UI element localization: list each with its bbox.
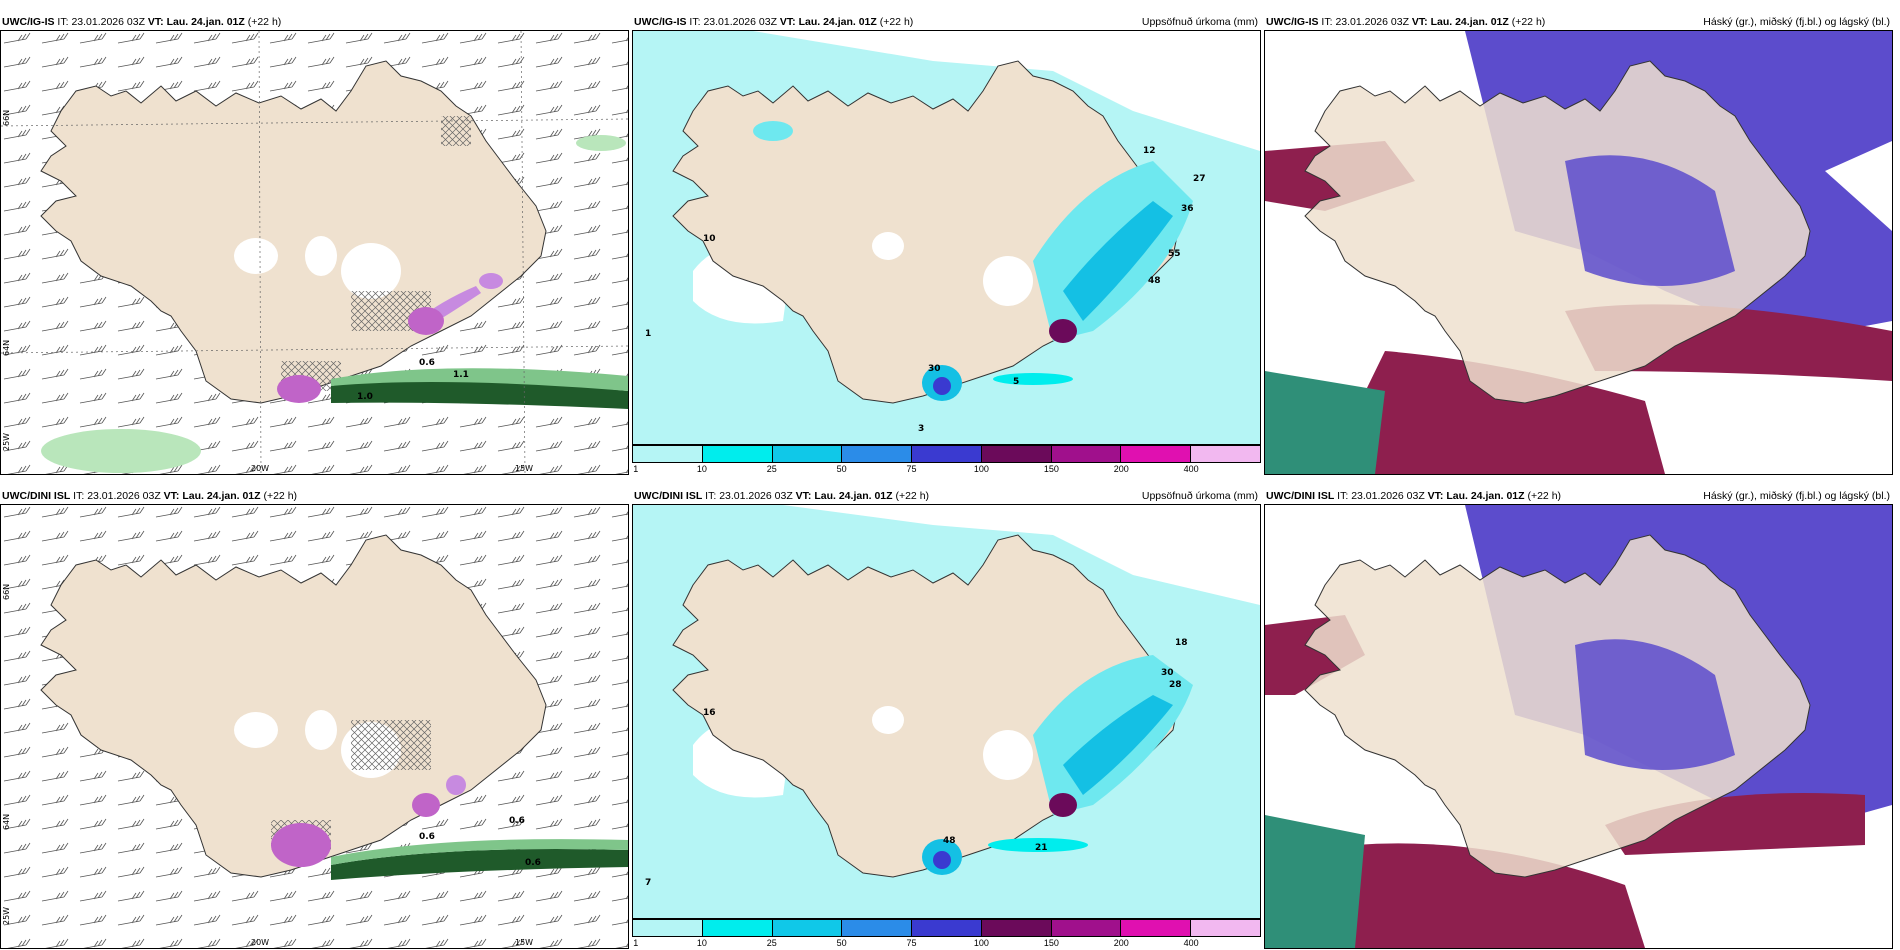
lat-label: 25W <box>2 433 11 451</box>
colorbar-swatch <box>912 446 982 462</box>
precip-value: 18 <box>1175 638 1188 648</box>
colorbar-swatch <box>772 920 843 936</box>
precip-value: 27 <box>1193 174 1206 184</box>
colorbar-tick: 400 <box>1183 464 1199 474</box>
precip-value: 30 <box>1161 668 1174 678</box>
colorbar-swatch <box>633 920 703 936</box>
colorbar-swatch <box>912 920 982 936</box>
wind-label: 0.6 <box>419 358 435 368</box>
colorbar-swatch <box>1121 920 1192 936</box>
precip-value: 21 <box>1035 843 1048 853</box>
precip-value: 48 <box>1148 276 1161 286</box>
map-cloud-ig[interactable] <box>1264 30 1893 475</box>
colorbar: 1 10 25 50 75 100 150 200 400 <box>632 445 1261 475</box>
precip-value: 30 <box>928 364 941 374</box>
wind-label: 0.6 <box>509 816 525 826</box>
colorbar-tick: 50 <box>836 938 847 948</box>
colorbar-tick: 1 <box>633 464 639 474</box>
map-precip-dini[interactable]: 18 30 28 48 21 16 7 <box>632 504 1261 919</box>
colorbar-swatch <box>842 446 913 462</box>
colorbar-tick: 1 <box>633 938 639 948</box>
map-wind-ig[interactable]: 0.6 1.1 1.0 20W 15W 66N 64N 25W <box>0 30 629 475</box>
colorbar-tick: 10 <box>696 464 707 474</box>
lon-label: 15W <box>515 464 533 473</box>
precip-value: 10 <box>703 234 716 244</box>
colorbar-swatch <box>1121 446 1192 462</box>
precip-value: 3 <box>918 424 924 434</box>
colorbar-swatch <box>1191 920 1261 936</box>
colorbar-tick: 400 <box>1183 938 1199 948</box>
precip-title: Uppsöfnuð úrkoma (mm) <box>1141 490 1258 502</box>
colorbar-tick: 25 <box>766 464 777 474</box>
colorbar-tick: 75 <box>906 938 917 948</box>
lat-label: 64N <box>2 814 11 830</box>
colorbar-tick: 100 <box>973 464 989 474</box>
panel-cloud-dini: UWC/DINI ISL IT: 23.01.2026 03Z VT: Lau.… <box>1264 486 1893 949</box>
colorbar-swatch <box>633 446 703 462</box>
precip-value: 28 <box>1169 680 1182 690</box>
map-wind-dini[interactable]: 0.6 0.6 0.6 20W 15W 66N 64N 25W <box>0 504 629 949</box>
colorbar-swatch <box>842 920 913 936</box>
panel-title: UWC/IG-IS IT: 23.01.2026 03Z VT: Lau. 24… <box>1266 16 1546 28</box>
precip-value: 16 <box>703 708 716 718</box>
precip-value: 55 <box>1168 249 1181 259</box>
panel-precip-ig: UWC/IG-IS IT: 23.01.2026 03Z VT: Lau. 24… <box>632 12 1261 475</box>
lon-label: 20W <box>251 938 269 947</box>
colorbar-swatch <box>772 446 843 462</box>
lon-label: 20W <box>251 464 269 473</box>
colorbar-tick: 150 <box>1043 938 1059 948</box>
precip-value: 7 <box>645 878 651 888</box>
precip-value: 36 <box>1181 204 1194 214</box>
panel-title: UWC/DINI ISL IT: 23.01.2026 03Z VT: Lau.… <box>1266 490 1562 502</box>
panel-title: UWC/DINI ISL IT: 23.01.2026 03Z VT: Lau.… <box>2 490 298 502</box>
panel-wind-dini: UWC/DINI ISL IT: 23.01.2026 03Z VT: Lau.… <box>0 486 629 949</box>
precip-value: 12 <box>1143 146 1156 156</box>
wind-label: 0.6 <box>525 858 541 868</box>
panel-title: UWC/IG-IS IT: 23.01.2026 03Z VT: Lau. 24… <box>634 16 914 28</box>
lat-label: 66N <box>2 584 11 600</box>
panel-precip-dini: UWC/DINI ISL IT: 23.01.2026 03Z VT: Lau.… <box>632 486 1261 949</box>
map-precip-ig[interactable]: 27 36 55 48 30 5 12 10 1 3 <box>632 30 1261 445</box>
panel-title: UWC/IG-IS IT: 23.01.2026 03Z VT: Lau. 24… <box>2 16 282 28</box>
colorbar-swatch <box>1051 920 1122 936</box>
colorbar: 1 10 25 50 75 100 150 200 400 <box>632 919 1261 949</box>
colorbar-swatch <box>981 920 1052 936</box>
lat-label: 64N <box>2 340 11 356</box>
panel-title: UWC/DINI ISL IT: 23.01.2026 03Z VT: Lau.… <box>634 490 930 502</box>
colorbar-tick: 25 <box>766 938 777 948</box>
colorbar-swatch <box>702 920 773 936</box>
colorbar-swatch <box>702 446 773 462</box>
colorbar-swatch <box>1191 446 1261 462</box>
cloud-title: Háský (gr.), miðský (fj.bl.) og lágský (… <box>1703 490 1890 502</box>
lat-label: 25W <box>2 907 11 925</box>
colorbar-swatch <box>1051 446 1122 462</box>
colorbar-tick: 50 <box>836 464 847 474</box>
precip-title: Uppsöfnuð úrkoma (mm) <box>1141 16 1258 28</box>
wind-label: 1.1 <box>453 370 469 380</box>
wind-label: 1.0 <box>357 392 373 402</box>
lat-label: 66N <box>2 110 11 126</box>
cloud-title: Háský (gr.), miðský (fj.bl.) og lágský (… <box>1703 16 1890 28</box>
colorbar-tick: 200 <box>1113 464 1129 474</box>
precip-value: 5 <box>1013 377 1019 387</box>
colorbar-tick: 150 <box>1043 464 1059 474</box>
colorbar-tick: 10 <box>696 938 707 948</box>
colorbar-tick: 75 <box>906 464 917 474</box>
lon-label: 15W <box>515 938 533 947</box>
panel-cloud-ig: UWC/IG-IS IT: 23.01.2026 03Z VT: Lau. 24… <box>1264 12 1893 475</box>
colorbar-tick: 100 <box>973 938 989 948</box>
precip-value: 1 <box>645 329 651 339</box>
map-cloud-dini[interactable] <box>1264 504 1893 949</box>
colorbar-tick: 200 <box>1113 938 1129 948</box>
wind-label: 0.6 <box>419 832 435 842</box>
colorbar-swatch <box>981 446 1052 462</box>
panel-wind-ig: UWC/IG-IS IT: 23.01.2026 03Z VT: Lau. 24… <box>0 12 629 475</box>
precip-value: 48 <box>943 836 956 846</box>
